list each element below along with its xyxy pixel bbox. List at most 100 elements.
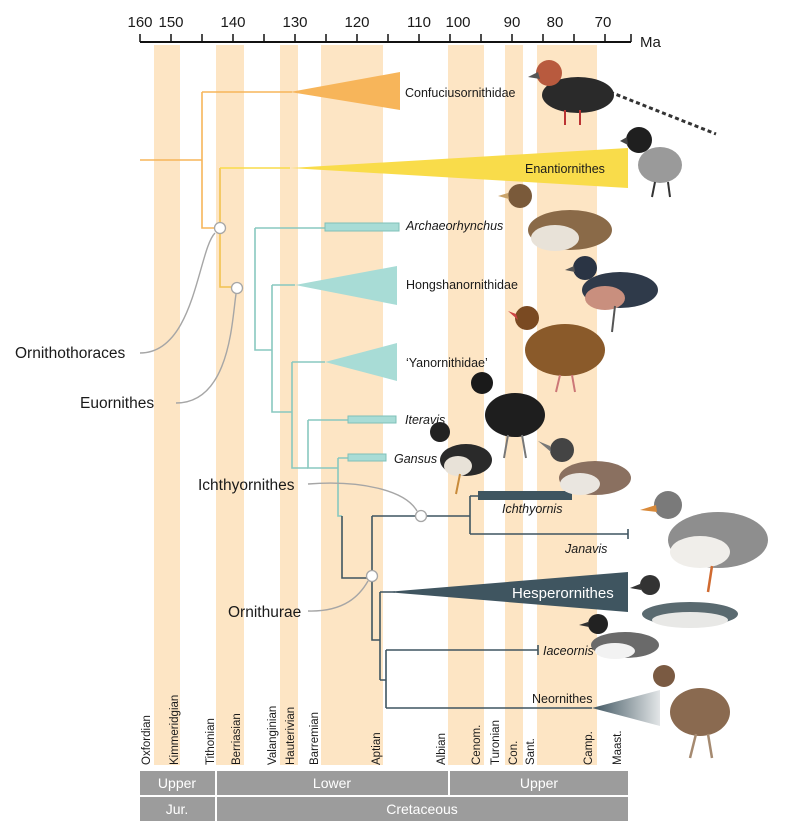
branch-gansus <box>337 457 348 517</box>
stage-label: Barremian <box>309 712 321 765</box>
label-confuciusornithidae: Confuciusornithidae <box>405 86 516 100</box>
label-hesperornithes: Hesperornithes <box>512 585 614 602</box>
label-gansus: Gansus <box>394 452 437 466</box>
bird-gansus <box>430 422 492 495</box>
wedge-confuciusornithidae <box>290 72 400 110</box>
epoch-label: Lower <box>313 775 351 791</box>
stage-label: Kimmeridgian <box>169 695 181 765</box>
bird-confuciusornis <box>528 60 717 136</box>
branch-iteravis <box>307 419 348 469</box>
axis-unit: Ma <box>640 34 661 51</box>
tick-label: 110 <box>407 14 431 31</box>
label-archaeorhynchus: Archaeorhynchus <box>405 219 503 233</box>
branch-ornithurae-stem <box>341 516 372 579</box>
tick-label: 120 <box>344 14 369 31</box>
bird-ichthyornis <box>538 438 631 495</box>
period-label: Cretaceous <box>386 801 458 817</box>
period-cretaceous <box>217 797 628 821</box>
label-iaceornis: Iaceornis <box>543 644 594 658</box>
tick-label: 150 <box>158 14 183 31</box>
chrono-bars: Upper Lower Upper Jur. Cretaceous <box>140 771 628 821</box>
stage-label: Maast. <box>612 730 624 765</box>
label-hongshanornithidae: Hongshanornithidae <box>406 278 518 292</box>
branch-euornithes <box>254 228 272 351</box>
label-ichthyornis: Ichthyornis <box>502 502 562 516</box>
band-hauterivian <box>280 45 298 765</box>
node-circle-ornithurae <box>365 569 379 583</box>
epoch-label: Upper <box>520 775 558 791</box>
bird-neornithine <box>653 665 730 759</box>
callout-lines <box>139 232 418 612</box>
tick-label: 140 <box>220 14 245 31</box>
label-neornithes: Neornithes <box>532 692 592 706</box>
epoch-upper-cretaceous <box>450 771 628 795</box>
label-euornithes: Euornithes <box>80 395 154 412</box>
period-label: Jur. <box>166 801 189 817</box>
branch-ornithothoraces <box>219 168 236 288</box>
branch-ichthyornis <box>469 495 628 535</box>
branch-iaceornis <box>380 649 592 709</box>
epoch-upper-jurassic <box>140 771 215 795</box>
branch-yanornithidae <box>291 361 325 469</box>
bird-janavis <box>640 491 768 593</box>
clade-shapes <box>290 72 660 726</box>
time-axis: 160 150 140 130 120 110 100 90 80 70 Ma <box>127 14 661 51</box>
epoch-lower-cretaceous <box>217 771 448 795</box>
stage-label: Valanginian <box>267 706 279 765</box>
bar-ichthyornis <box>478 491 572 500</box>
callout-ichthyornithes <box>307 482 418 512</box>
node-circle-ornithothoraces <box>213 221 227 235</box>
tree <box>140 91 629 709</box>
bar-iteravis <box>347 415 397 424</box>
bar-gansus <box>347 453 387 462</box>
stage-label: Albian <box>436 733 448 765</box>
stage-label: Tithonian <box>205 718 217 765</box>
tick-label: 160 <box>127 14 152 31</box>
stage-label: Con. <box>508 741 520 765</box>
bird-illustrations <box>430 60 768 759</box>
stage-label: Turonian <box>490 720 502 765</box>
wedge-hongshanornithidae <box>295 266 397 305</box>
stage-label: Sant. <box>525 738 537 765</box>
tick-label: 90 <box>504 14 521 31</box>
tick-label: 70 <box>595 14 612 31</box>
node-circle-euornithes <box>230 281 244 295</box>
bird-iteravis <box>471 372 545 459</box>
wedge-neornithes <box>592 690 660 726</box>
stage-label: Camp. <box>583 731 595 765</box>
tick-label: 130 <box>282 14 307 31</box>
callout-euornithes <box>175 293 237 404</box>
branch-hongshan <box>271 285 292 413</box>
stage-labels: Oxfordian Kimmeridgian Tithonian Berrias… <box>141 695 624 765</box>
tick-label: 80 <box>547 14 564 31</box>
bird-enantiornithine <box>620 127 682 198</box>
stage-label: Oxfordian <box>141 715 153 765</box>
label-ichthyornithes: Ichthyornithes <box>198 477 295 494</box>
bar-archaeorhynchus <box>324 222 400 232</box>
wedge-yanornithidae <box>325 343 397 381</box>
label-enantiornithes: Enantiornithes <box>525 162 605 176</box>
stage-label: Hauterivian <box>285 707 297 765</box>
label-ornithothoraces: Ornithothoraces <box>15 345 126 362</box>
bird-archaeorhynchus <box>498 184 612 251</box>
band-kimmeridgian <box>154 45 180 765</box>
label-yanornithidae: ‘Yanornithidae’ <box>406 356 488 370</box>
bird-yanornis <box>508 306 605 393</box>
stage-label: Berriasian <box>231 713 243 765</box>
bird-hongshanornis <box>565 256 658 333</box>
wedge-hesperornithes <box>386 572 628 612</box>
bird-hesperornis <box>630 575 738 628</box>
wedge-enantiornithes <box>290 148 628 188</box>
bird-iaceornis <box>579 614 659 659</box>
epoch-label: Upper <box>158 775 196 791</box>
node-circle-ichthyornithes <box>414 509 428 523</box>
label-ornithurae: Ornithurae <box>228 604 301 621</box>
band-barremian-aptian <box>321 45 383 765</box>
band-berriasian <box>216 45 244 765</box>
label-janavis: Janavis <box>564 542 607 556</box>
callout-ornithurae <box>307 580 369 612</box>
band-cenomanian <box>448 45 484 765</box>
callout-ornithothoraces <box>139 232 216 354</box>
stage-label: Cenom. <box>471 725 483 765</box>
